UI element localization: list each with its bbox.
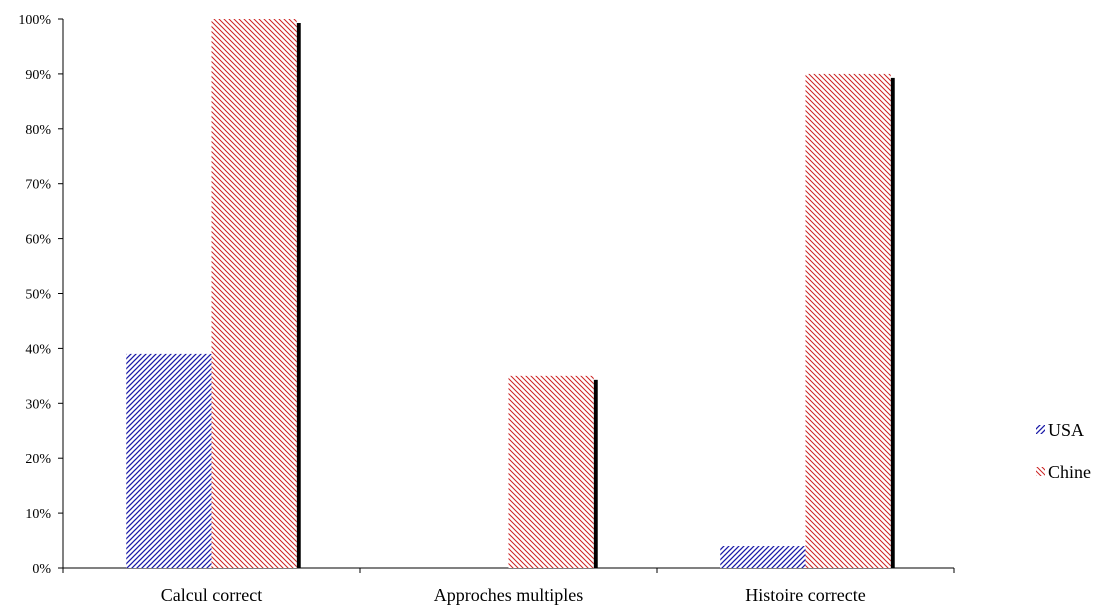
category-labels: Calcul correct Approches multiples Histoir… [161, 585, 866, 605]
y-tick-label: 60% [25, 233, 51, 248]
y-tick-label: 40% [25, 342, 51, 357]
bar-usa [720, 546, 806, 568]
y-tick-label: 90% [25, 68, 51, 83]
bar-fill [720, 546, 806, 568]
legend-swatch [1036, 467, 1045, 476]
x-axis [62, 567, 955, 573]
bar-chine [508, 375, 598, 568]
y-tick-label: 80% [25, 123, 51, 138]
bar-shadow [593, 379, 598, 568]
bar-shadow [296, 23, 301, 568]
legend: USA Chine [1036, 420, 1091, 482]
y-tick-label: 20% [25, 452, 51, 467]
legend-label: Chine [1048, 462, 1091, 482]
bar-fill [126, 353, 212, 568]
bar-fill [805, 73, 891, 569]
legend-item-chine: Chine [1036, 462, 1091, 482]
y-tick-label: 70% [25, 178, 51, 193]
y-axis: 0% 10% 20% 30% 40% 50% 60% 70% 80% 90% 100% [18, 13, 64, 577]
bar-fill [508, 375, 594, 568]
category-label: Histoire correcte [745, 585, 865, 605]
y-tick-label: 30% [25, 397, 51, 412]
category-label: Calcul correct [161, 585, 262, 605]
bar-fill [211, 19, 297, 568]
y-tick-label: 0% [32, 562, 51, 577]
category-label: Approches multiples [434, 585, 583, 605]
y-tick-label: 50% [25, 288, 51, 303]
legend-label: USA [1048, 420, 1084, 440]
bar-chine [211, 19, 301, 568]
bar-usa [126, 353, 212, 568]
y-tick-label: 10% [25, 507, 51, 522]
x-ticks [62, 568, 955, 573]
bar-shadow [890, 77, 895, 569]
y-ticks: 0% 10% 20% 30% 40% 50% 60% 70% 80% 90% 100% [18, 13, 63, 577]
bars [126, 19, 895, 569]
legend-item-usa: USA [1036, 420, 1084, 440]
y-tick-label: 100% [18, 13, 51, 28]
bar-chine [805, 73, 895, 569]
legend-swatch [1036, 425, 1045, 434]
